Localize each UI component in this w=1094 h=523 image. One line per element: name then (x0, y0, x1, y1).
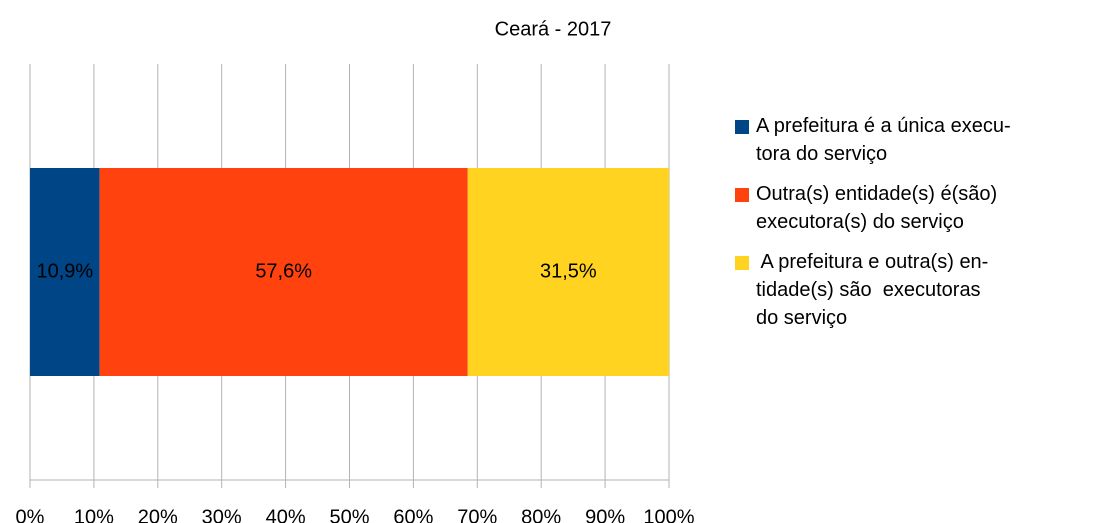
x-tick-label: 50% (329, 506, 369, 523)
chart-title: Ceará - 2017 (495, 18, 612, 40)
x-tick-label: 0% (16, 506, 45, 523)
legend-label: A prefeitura é a única execu-tora do ser… (756, 115, 1011, 165)
legend-label: A prefeitura e outra(s) en-tidade(s) são… (756, 251, 988, 329)
x-tick-label: 30% (202, 506, 242, 523)
x-tick-label: 100% (643, 506, 694, 523)
bar-segment (467, 168, 669, 376)
value-label: 57,6% (255, 260, 312, 282)
value-label: 31,5% (540, 260, 597, 282)
x-tick-label: 10% (74, 506, 114, 523)
legend-swatch (735, 120, 749, 134)
legend-swatch (735, 188, 749, 202)
x-tick-label: 40% (266, 506, 306, 523)
x-tick-label: 60% (393, 506, 433, 523)
x-tick-label: 80% (521, 506, 561, 523)
legend-swatch (735, 256, 749, 270)
x-tick-label: 70% (457, 506, 497, 523)
bar-segment (99, 168, 468, 376)
legend-label: Outra(s) entidade(s) é(são) executora(s) … (756, 183, 997, 233)
x-tick-label: 20% (138, 506, 178, 523)
bar-segment (30, 168, 100, 376)
x-tick-label: 90% (585, 506, 625, 523)
value-label: 10,9% (36, 260, 93, 282)
